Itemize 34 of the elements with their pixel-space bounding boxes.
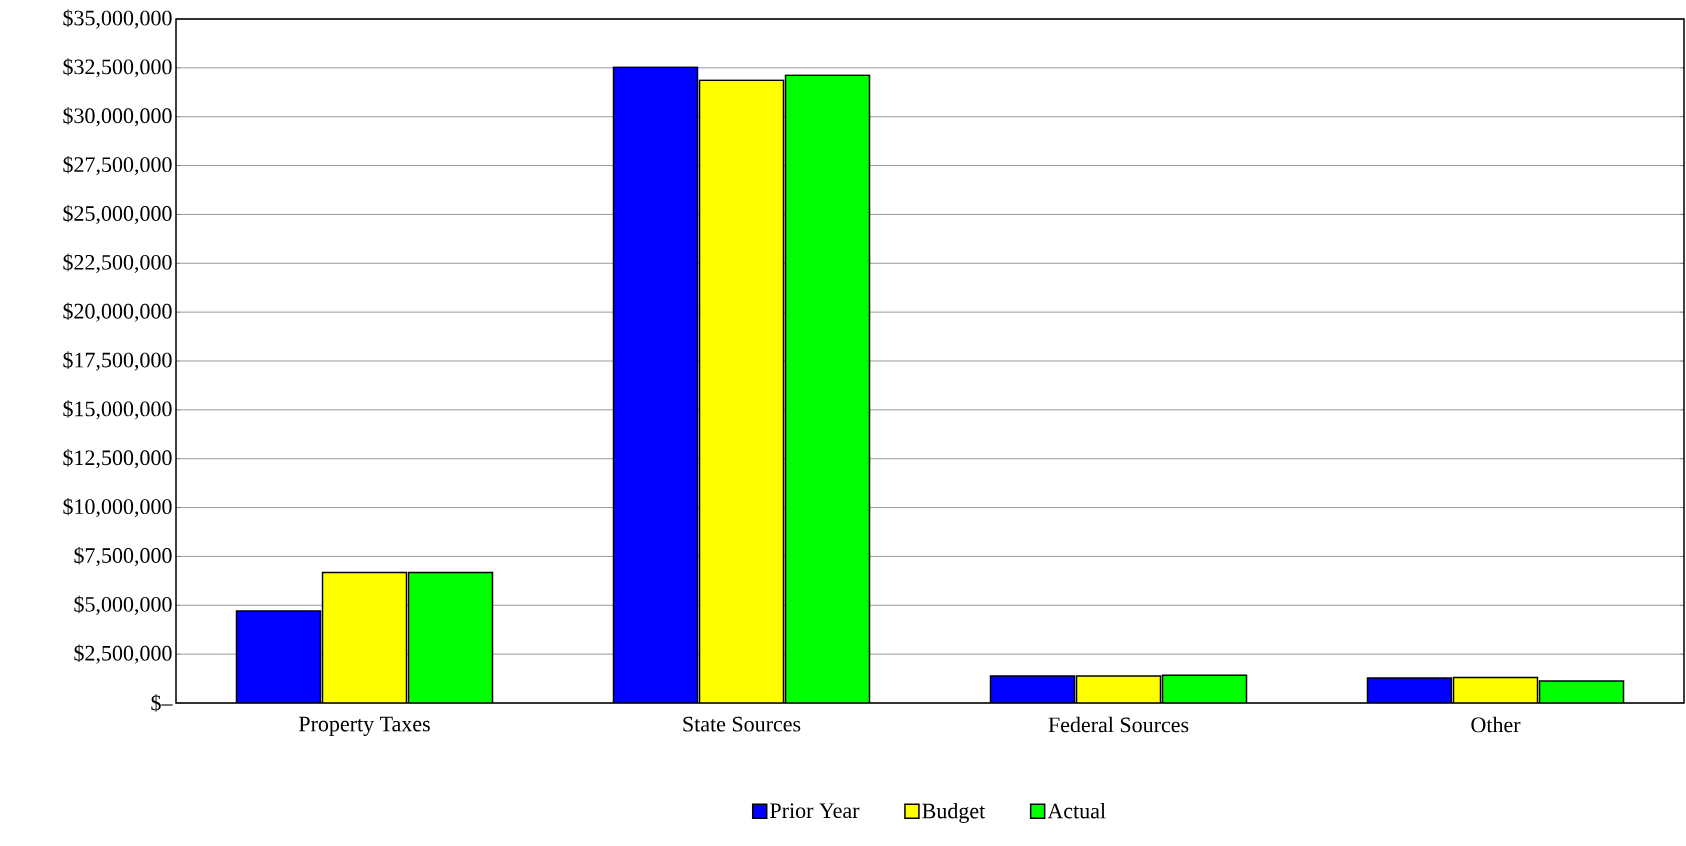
y-tick-label: $17,500,000: [63, 351, 172, 371]
y-tick-label: $2,500,000: [74, 644, 172, 664]
x-tick-label: Other: [1471, 716, 1521, 733]
y-tick-label: $22,500,000: [63, 253, 172, 273]
x-tick-label: State Sources: [683, 716, 801, 732]
y-tick-label: $12,500,000: [63, 449, 172, 469]
y-tick-label: $10,000,000: [63, 497, 172, 518]
legend-label: Actual: [1047, 802, 1106, 819]
bar: [1538, 680, 1625, 703]
y-tick-label: $15,000,000: [63, 400, 172, 420]
bar: [407, 571, 494, 703]
bar: [699, 80, 784, 703]
legend-label: Prior Year: [770, 803, 860, 819]
bar: [1452, 676, 1539, 703]
bar: [785, 75, 870, 703]
x-tick-label: Federal Sources: [1048, 716, 1189, 733]
bar: [989, 675, 1076, 703]
y-tick-label: $35,000,000: [63, 9, 172, 29]
y-tick-label: $20,000,000: [63, 302, 172, 322]
bar: [1161, 674, 1248, 703]
y-tick-label: $30,000,000: [63, 107, 172, 127]
legend-label: Budget: [922, 802, 986, 823]
bar: [1075, 675, 1162, 703]
y-tick-label: $5,000,000: [74, 595, 172, 615]
x-tick-label: Property Taxes: [299, 716, 430, 736]
y-tick-label: $7,500,000: [74, 546, 172, 567]
y-tick-label: $25,000,000: [63, 204, 172, 225]
bar: [613, 67, 698, 703]
bar: [1366, 677, 1453, 703]
y-tick-label: $–: [151, 694, 173, 712]
bar: [321, 571, 408, 703]
y-tick-label: $32,500,000: [63, 58, 172, 78]
y-tick-label: $27,500,000: [63, 155, 172, 176]
bar: [235, 610, 322, 703]
